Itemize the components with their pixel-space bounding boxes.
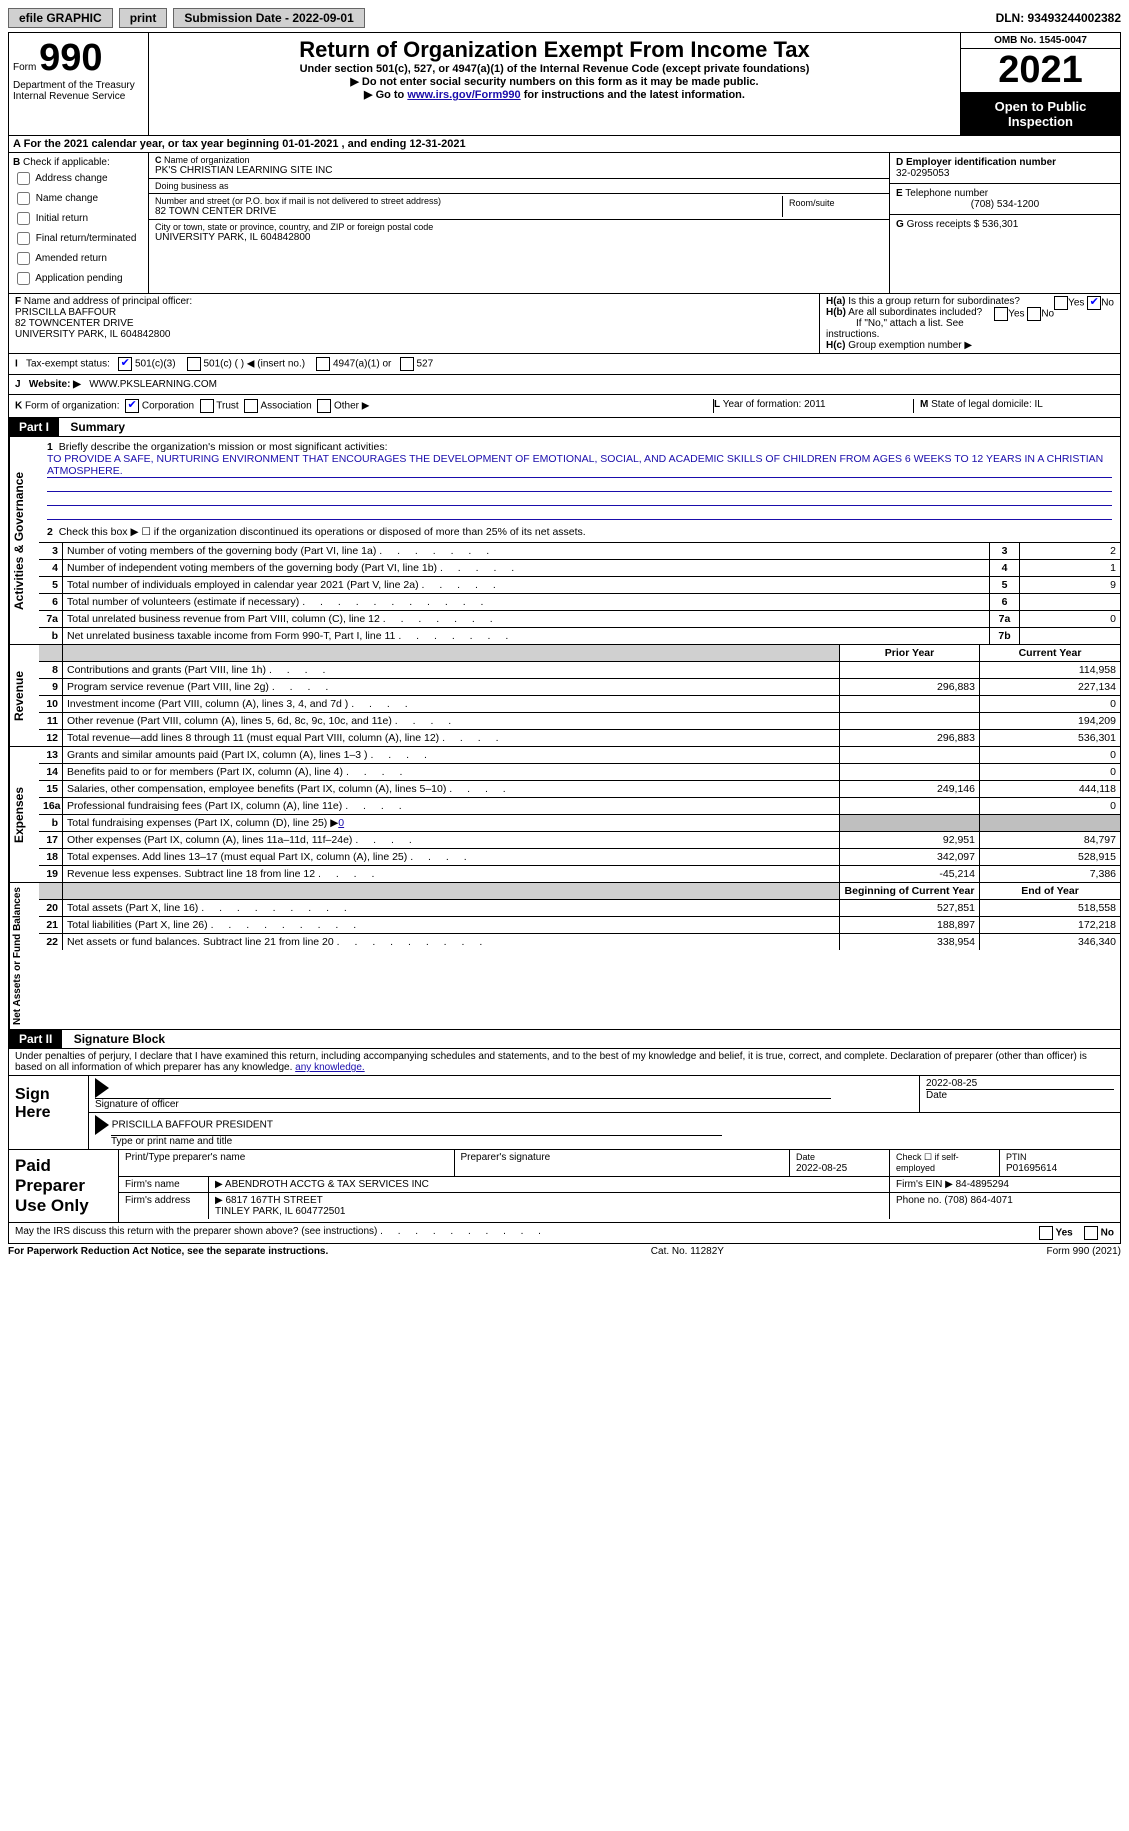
col-c: C Name of organization PK'S CHRISTIAN LE… xyxy=(149,153,890,293)
open-public: Open to Public Inspection xyxy=(961,93,1120,135)
line7b-val xyxy=(1020,628,1120,644)
line5-val: 9 xyxy=(1020,577,1120,593)
identity-block: B Check if applicable: Address change Na… xyxy=(8,153,1121,294)
name-change-check[interactable] xyxy=(17,192,30,205)
prep-date: 2022-08-25 xyxy=(796,1163,847,1174)
trust-check[interactable] xyxy=(200,399,214,413)
form-title: Return of Organization Exempt From Incom… xyxy=(155,37,954,63)
goto-suffix: for instructions and the latest informat… xyxy=(521,89,745,101)
state-domicile: IL xyxy=(1035,399,1043,410)
paid-preparer: Paid Preparer Use Only Print/Type prepar… xyxy=(8,1150,1121,1223)
hb-no[interactable] xyxy=(1027,307,1041,321)
discuss-no[interactable] xyxy=(1084,1226,1098,1240)
line7a-val: 0 xyxy=(1020,611,1120,627)
row-a: A For the 2021 calendar year, or tax yea… xyxy=(8,136,1121,153)
line4-val: 1 xyxy=(1020,560,1120,576)
firm-address: ▶ 6817 167TH STREET xyxy=(215,1195,323,1206)
addr-change-check[interactable] xyxy=(17,172,30,185)
dept-label: Department of the Treasury xyxy=(13,80,144,91)
any-knowledge-link[interactable]: any knowledge. xyxy=(295,1062,365,1073)
city-state-zip: UNIVERSITY PARK, IL 604842800 xyxy=(155,232,883,243)
no-ssn-note: ▶ Do not enter social security numbers o… xyxy=(155,75,954,88)
corp-check[interactable] xyxy=(125,399,139,413)
net-assets-section: Net Assets or Fund Balances Beginning of… xyxy=(8,883,1121,1030)
goto-prefix: ▶ Go to xyxy=(364,89,407,101)
footer: For Paperwork Reduction Act Notice, see … xyxy=(8,1244,1121,1259)
irs-link[interactable]: www.irs.gov/Form990 xyxy=(407,89,520,101)
top-bar: efile GRAPHIC print Submission Date - 20… xyxy=(8,8,1121,28)
501c3-check[interactable] xyxy=(118,357,132,371)
part2-header: Part II Signature Block xyxy=(8,1030,1121,1049)
ptin: P01695614 xyxy=(1006,1163,1057,1174)
omb-number: OMB No. 1545-0047 xyxy=(961,33,1120,49)
ha-yes[interactable] xyxy=(1054,296,1068,310)
row-fh: F Name and address of principal officer:… xyxy=(8,294,1121,354)
arrow-icon xyxy=(95,1115,109,1135)
sign-here: Sign Here Signature of officer 2022-08-2… xyxy=(8,1076,1121,1150)
final-return-check[interactable] xyxy=(17,232,30,245)
form-number: 990 xyxy=(39,37,102,79)
discuss-yes[interactable] xyxy=(1039,1226,1053,1240)
submission-date: Submission Date - 2022-09-01 xyxy=(173,8,364,28)
other-check[interactable] xyxy=(317,399,331,413)
firm-name: ▶ ABENDROTH ACCTG & TAX SERVICES INC xyxy=(209,1177,890,1192)
mission-text: TO PROVIDE A SAFE, NURTURING ENVIRONMENT… xyxy=(47,453,1112,478)
col-b: B Check if applicable: Address change Na… xyxy=(9,153,149,293)
assoc-check[interactable] xyxy=(244,399,258,413)
firm-phone: Phone no. (708) 864-4071 xyxy=(890,1193,1120,1219)
expenses-section: Expenses 13Grants and similar amounts pa… xyxy=(8,747,1121,883)
line3-val: 2 xyxy=(1020,543,1120,559)
row-klm: K Form of organization: Corporation Trus… xyxy=(8,395,1121,418)
perjury-text: Under penalties of perjury, I declare th… xyxy=(8,1049,1121,1076)
form-label: Form xyxy=(13,62,36,73)
app-pending-check[interactable] xyxy=(17,272,30,285)
527-check[interactable] xyxy=(400,357,414,371)
dln: DLN: 93493244002382 xyxy=(996,11,1121,25)
print-button[interactable]: print xyxy=(119,8,168,28)
revenue-section: Revenue Prior YearCurrent Year 8Contribu… xyxy=(8,645,1121,747)
initial-return-check[interactable] xyxy=(17,212,30,225)
form-header: Form 990 Department of the Treasury Inte… xyxy=(8,32,1121,136)
row-i: I Tax-exempt status: 501(c)(3) 501(c) ( … xyxy=(8,354,1121,375)
gross-receipts: 536,301 xyxy=(982,219,1018,230)
amended-check[interactable] xyxy=(17,252,30,265)
officer-name: PRISCILLA BAFFOUR xyxy=(15,307,116,318)
ein: 32-0295053 xyxy=(896,168,1114,179)
part1-header: Part I Summary xyxy=(8,418,1121,437)
row-j: J Website: ▶ WWW.PKSLEARNING.COM xyxy=(8,375,1121,395)
sig-date: 2022-08-25 xyxy=(926,1078,977,1089)
hb-yes[interactable] xyxy=(994,307,1008,321)
discuss-row: May the IRS discuss this return with the… xyxy=(8,1223,1121,1244)
activities-governance: Activities & Governance 1 Briefly descri… xyxy=(8,437,1121,645)
website: WWW.PKSLEARNING.COM xyxy=(89,379,217,390)
phone: (708) 534-1200 xyxy=(896,199,1114,210)
irs-label: Internal Revenue Service xyxy=(13,91,144,102)
org-name: PK'S CHRISTIAN LEARNING SITE INC xyxy=(155,165,883,176)
efile-button[interactable]: efile GRAPHIC xyxy=(8,8,113,28)
officer-name-title: PRISCILLA BAFFOUR PRESIDENT xyxy=(112,1120,273,1131)
col-d: D Employer identification number 32-0295… xyxy=(890,153,1120,293)
firm-ein: Firm's EIN ▶ 84-4895294 xyxy=(890,1177,1120,1192)
ha-no[interactable] xyxy=(1087,296,1101,310)
501c-check[interactable] xyxy=(187,357,201,371)
4947-check[interactable] xyxy=(316,357,330,371)
year-formation: 2011 xyxy=(804,399,826,410)
signature-block: Under penalties of perjury, I declare th… xyxy=(8,1049,1121,1076)
street-address: 82 TOWN CENTER DRIVE xyxy=(155,206,782,217)
line6-val xyxy=(1020,594,1120,610)
tax-year: 2021 xyxy=(961,49,1120,93)
form-subtitle: Under section 501(c), 527, or 4947(a)(1)… xyxy=(155,63,954,75)
arrow-icon xyxy=(95,1078,109,1098)
